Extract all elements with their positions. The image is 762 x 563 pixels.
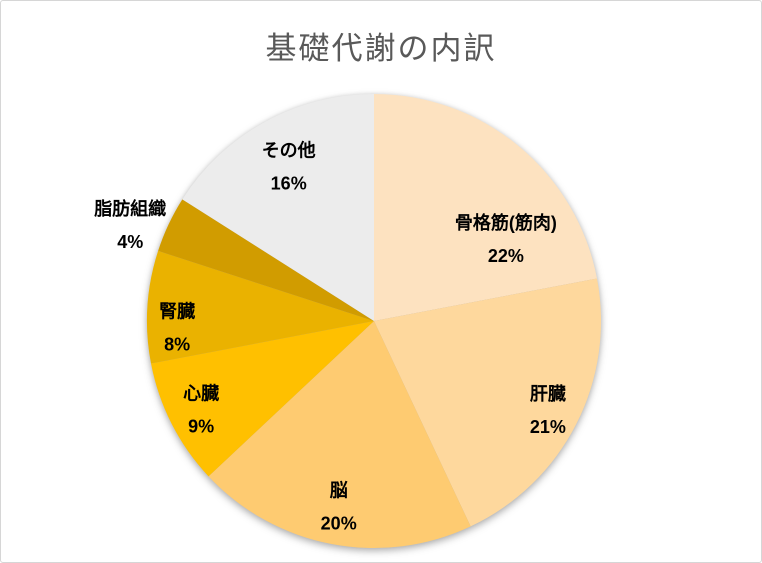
chart-title: 基礎代謝の内訳 [265, 31, 497, 66]
slice-label-value-3: 20% [321, 514, 357, 534]
slice-label-value-4: 9% [188, 417, 214, 437]
pie-slice-3[interactable] [208, 321, 471, 549]
pie-labels: 骨格筋(筋肉) 22% 肝臓 21% 脳 20% 心臓 9% 腎臓 8% 脂肪組織 4% その他 16% [94, 139, 566, 533]
slice-label-name-6: 脂肪組織 [94, 198, 166, 219]
pie-group [146, 94, 602, 549]
slice-label-name-4: 心臓 [183, 384, 219, 404]
slice-label-name-3: 脳 [330, 481, 348, 501]
slice-label-value-7: 16% [271, 173, 307, 193]
pie-slice-1[interactable] [374, 94, 597, 321]
slice-label-name-5: 腎臓 [159, 301, 195, 321]
slice-label-value-5: 8% [164, 334, 190, 354]
slice-label-value-6: 4% [117, 232, 143, 252]
pie-slice-2[interactable] [374, 278, 602, 527]
slice-label-value-1: 22% [488, 246, 524, 266]
slice-label-name-7: その他 [262, 139, 316, 160]
slice-label-name-1: 骨格筋(筋肉) [455, 212, 557, 233]
slice-label-value-2: 21% [530, 417, 566, 437]
pie-slice-4[interactable] [151, 321, 374, 477]
slice-label-name-2: 肝臓 [530, 384, 566, 404]
pie-slice-6[interactable] [158, 199, 374, 321]
pie-slice-7[interactable] [182, 94, 374, 321]
pie-slice-5[interactable] [146, 250, 374, 364]
